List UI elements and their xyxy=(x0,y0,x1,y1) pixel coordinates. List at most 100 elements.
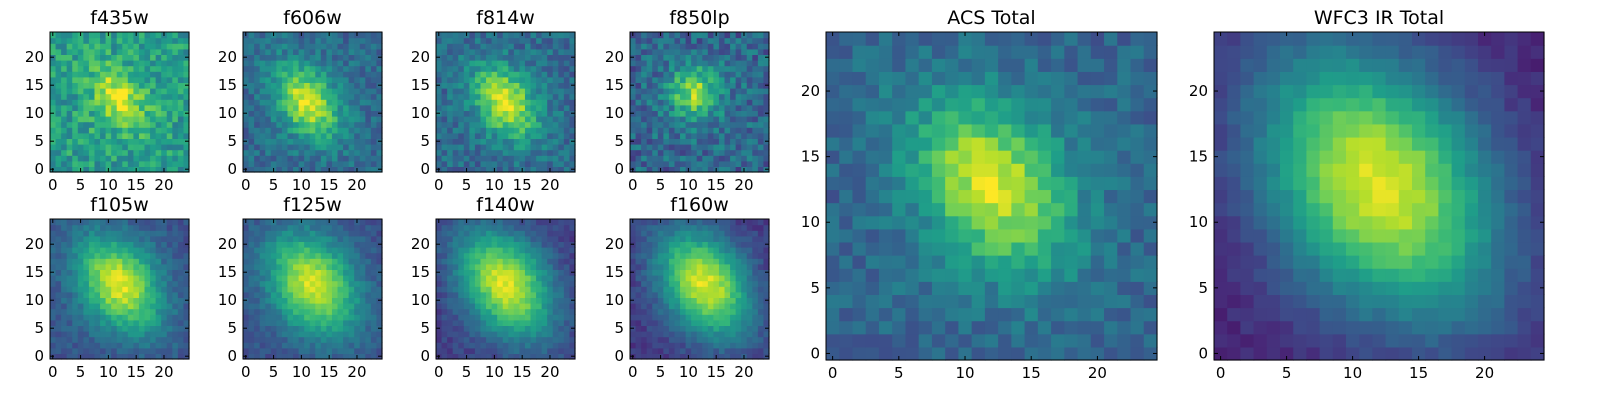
heatmap-cell xyxy=(94,314,101,321)
heatmap-cell xyxy=(558,303,565,310)
heatmap-cell xyxy=(541,263,548,270)
heatmap-cell xyxy=(326,314,333,321)
heatmap-cell xyxy=(486,331,493,338)
heatmap-cell xyxy=(757,60,765,67)
heatmap-cell xyxy=(563,280,571,287)
heatmap-cell xyxy=(150,247,157,254)
heatmap-cell xyxy=(491,37,498,44)
heatmap-cell xyxy=(265,235,272,242)
heatmap-cell xyxy=(680,138,687,145)
heatmap-cell xyxy=(763,116,770,123)
heatmap-cell xyxy=(72,342,79,349)
heatmap-cell xyxy=(320,247,327,254)
heatmap-cell xyxy=(348,347,355,354)
heatmap-cell xyxy=(50,347,57,354)
heatmap-cell xyxy=(50,235,57,242)
heatmap-cell xyxy=(287,104,294,111)
heatmap-cell xyxy=(524,149,532,156)
heatmap-cell xyxy=(563,121,571,128)
heatmap-cell xyxy=(105,252,112,259)
heatmap-cell xyxy=(55,60,62,67)
heatmap-cell xyxy=(696,54,703,61)
heatmap-cell xyxy=(702,297,709,304)
heatmap-cell xyxy=(88,93,96,100)
heatmap-cell xyxy=(696,37,703,44)
heatmap-cell xyxy=(735,319,742,326)
heatmap-cell xyxy=(359,121,366,128)
heatmap-cell xyxy=(281,269,289,276)
heatmap-cell xyxy=(270,258,277,265)
heatmap-cell xyxy=(155,160,162,167)
heatmap-cell xyxy=(259,319,266,326)
heatmap-cell xyxy=(83,149,90,156)
heatmap-cell xyxy=(702,336,709,343)
heatmap-cell xyxy=(691,99,698,106)
heatmap-cell xyxy=(663,138,670,145)
heatmap-cell xyxy=(508,224,515,231)
heatmap-cell xyxy=(343,247,350,254)
heatmap-cell xyxy=(452,336,459,343)
heatmap-cell xyxy=(724,331,731,338)
heatmap-cell xyxy=(519,127,526,134)
heatmap-cell xyxy=(138,121,146,128)
heatmap-cell xyxy=(519,303,526,310)
heatmap-cell xyxy=(696,138,703,145)
heatmap-cell xyxy=(646,319,653,326)
heatmap-cell xyxy=(161,247,168,254)
heatmap-cell xyxy=(150,280,157,287)
heatmap-cell xyxy=(331,325,339,332)
heatmap-cell xyxy=(61,37,68,44)
heatmap-cell xyxy=(281,149,289,156)
heatmap-cell xyxy=(524,286,532,293)
heatmap-cell xyxy=(172,99,179,106)
heatmap-cell xyxy=(94,325,101,332)
heatmap-cell xyxy=(746,308,753,315)
heatmap-cell xyxy=(331,286,339,293)
heatmap-cell xyxy=(558,297,565,304)
heatmap-cell xyxy=(668,149,676,156)
heatmap-cell xyxy=(746,166,753,173)
heatmap-cell xyxy=(127,99,134,106)
heatmap-cell xyxy=(276,224,283,231)
heatmap-cell xyxy=(674,319,681,326)
heatmap-cell xyxy=(66,331,73,338)
heatmap-cell xyxy=(741,325,748,332)
heatmap-cell xyxy=(326,286,333,293)
heatmap-cell xyxy=(320,275,327,282)
heatmap-cell xyxy=(441,37,448,44)
heatmap-cell xyxy=(83,308,90,315)
heatmap-cell xyxy=(646,76,653,83)
x-tick-label: 10 xyxy=(292,363,311,381)
heatmap-cell xyxy=(491,71,498,78)
heatmap-cell xyxy=(657,336,664,343)
heatmap-cell xyxy=(370,60,378,67)
heatmap-cell xyxy=(452,132,459,139)
heatmap-cell xyxy=(138,336,146,343)
heatmap-cell xyxy=(166,252,173,259)
heatmap-cell xyxy=(558,269,565,276)
heatmap-cell xyxy=(88,88,96,95)
heatmap-cell xyxy=(474,132,482,139)
heatmap-cell xyxy=(144,99,151,106)
heatmap-cell xyxy=(730,116,737,123)
heatmap-cell xyxy=(668,138,676,145)
heatmap-cell xyxy=(508,314,515,321)
heatmap-cell xyxy=(83,160,90,167)
heatmap-cell xyxy=(569,291,576,298)
heatmap-cell xyxy=(641,43,648,50)
heatmap-cell xyxy=(652,269,659,276)
x-tick-label: 5 xyxy=(269,363,279,381)
heatmap-cell xyxy=(741,54,748,61)
heatmap-cell xyxy=(72,325,79,332)
heatmap-cell xyxy=(536,121,543,128)
heatmap-cell xyxy=(111,347,118,354)
heatmap-cell xyxy=(243,43,250,50)
x-tick-label: 0 xyxy=(434,176,444,194)
heatmap-cell xyxy=(337,37,344,44)
heatmap-cell xyxy=(161,314,168,321)
heatmap-cell xyxy=(469,336,476,343)
axes-frame xyxy=(435,218,576,360)
heatmap-cell xyxy=(337,297,344,304)
heatmap-cell xyxy=(558,60,565,67)
heatmap-cell xyxy=(166,37,173,44)
